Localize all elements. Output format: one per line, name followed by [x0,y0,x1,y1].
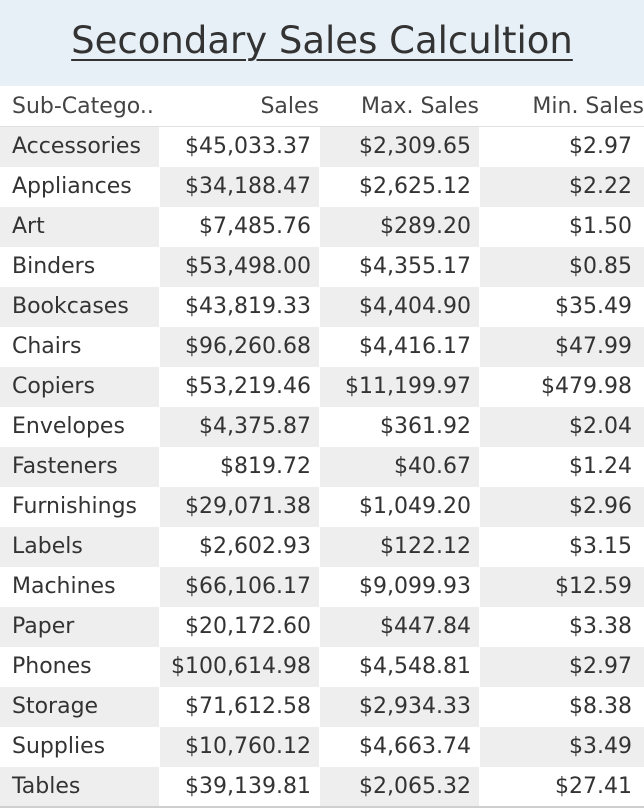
cell-sales[interactable]: $10,760.12 [160,727,319,767]
cell-sub-category[interactable]: Furnishings [12,494,137,519]
table-row: Bookcases $43,819.33 $4,404.90 $35.49 [0,287,644,327]
cell-max-sales[interactable]: $11,199.97 [320,367,479,407]
cell-min-sales[interactable]: $2.97 [480,647,644,687]
cell-sub-category[interactable]: Paper [0,607,159,647]
cell-sub-category[interactable]: Labels [0,527,159,567]
cell-sub-category[interactable]: Bookcases [0,287,159,327]
cell-sub-category[interactable]: Copiers [0,367,159,407]
cell-min-sales[interactable]: $12.59 [480,567,644,607]
cell-sales[interactable]: $4,375.87 [160,407,319,447]
cell-sales[interactable]: $53,219.46 [185,374,311,399]
cell-sales[interactable]: $43,819.33 [185,294,311,319]
cell-sub-category[interactable]: Accessories [0,127,159,167]
cell-sub-category[interactable]: Machines [12,574,116,599]
table-row: Machines $66,106.17 $9,099.93 $12.59 [0,567,644,607]
table-row: Paper $20,172.60 $447.84 $3.38 [0,607,644,647]
table-header-row: Sub-Catego.. Sales Max. Sales Min. Sales [0,86,644,127]
cell-sales[interactable]: $7,485.76 [199,214,311,239]
column-header-sales[interactable]: Sales [260,94,319,119]
cell-min-sales[interactable]: $0.85 [480,247,644,287]
cell-max-sales[interactable]: $2,625.12 [359,174,471,199]
title-bar: Secondary Sales Calcultion [0,0,644,86]
cell-max-sales[interactable]: $4,416.17 [359,334,471,359]
cell-max-sales[interactable]: $289.20 [320,207,479,247]
cell-sub-category[interactable]: Binders [12,254,96,279]
table-row: Appliances $34,188.47 $2,625.12 $2.22 [0,167,644,207]
cell-sales[interactable]: $66,106.17 [160,567,319,607]
cell-min-sales[interactable]: $3.38 [569,614,632,639]
cell-sub-category[interactable]: Appliances [12,174,132,199]
cell-min-sales[interactable]: $8.38 [569,694,632,719]
cell-max-sales[interactable]: $2,309.65 [320,127,479,167]
table-row: Fasteners $819.72 $40.67 $1.24 [0,447,644,487]
cell-min-sales[interactable]: $1.24 [569,454,632,479]
table-row: Phones $100,614.98 $4,548.81 $2.97 [0,647,644,687]
table-row: Chairs $96,260.68 $4,416.17 $47.99 [0,327,644,367]
page-title: Secondary Sales Calcultion [71,19,573,62]
cell-sales[interactable]: $2,602.93 [199,534,311,559]
cell-sub-category[interactable]: Supplies [12,734,106,759]
cell-sales[interactable]: $39,139.81 [185,774,311,799]
cell-min-sales[interactable]: $2.96 [480,487,644,527]
cell-min-sales[interactable]: $2.22 [480,167,644,207]
cell-sales[interactable]: $20,172.60 [185,614,311,639]
cell-min-sales[interactable]: $1.50 [569,214,632,239]
cell-sales[interactable]: $29,071.38 [160,487,319,527]
table-row: Labels $2,602.93 $122.12 $3.15 [0,527,644,567]
cell-min-sales[interactable]: $27.41 [555,774,632,799]
table-row: Binders $53,498.00 $4,355.17 $0.85 [0,247,644,287]
cell-max-sales[interactable]: $2,934.33 [320,687,479,727]
cell-sales[interactable]: $819.72 [220,454,311,479]
cell-max-sales[interactable]: $447.84 [320,607,479,647]
cell-min-sales[interactable]: $35.49 [555,294,632,319]
cell-sales[interactable]: $34,188.47 [160,167,319,207]
cell-sales[interactable]: $45,033.37 [185,134,311,159]
table-row: Supplies $10,760.12 $4,663.74 $3.49 [0,727,644,767]
column-header-max-sales[interactable]: Max. Sales [360,94,479,119]
cell-min-sales[interactable]: $479.98 [541,374,632,399]
table-row: Furnishings $29,071.38 $1,049.20 $2.96 [0,487,644,527]
cell-sub-category[interactable]: Fasteners [0,447,159,487]
table-row: Tables $39,139.81 $2,065.32 $27.41 [0,767,644,807]
column-header-sub-category[interactable]: Sub-Catego.. [12,94,154,119]
cell-sales[interactable]: $100,614.98 [160,647,319,687]
cell-sub-category[interactable]: Phones [12,654,92,679]
cell-min-sales[interactable]: $2.97 [569,134,632,159]
cell-max-sales[interactable]: $1,049.20 [359,494,471,519]
table-row: Copiers $53,219.46 $11,199.97 $479.98 [0,367,644,407]
cell-max-sales[interactable]: $361.92 [380,414,471,439]
cell-min-sales[interactable]: $47.99 [480,327,644,367]
cell-sub-category[interactable]: Art [0,207,159,247]
cell-sub-category[interactable]: Tables [0,767,159,807]
cell-min-sales[interactable]: $3.15 [569,534,632,559]
table-row: Accessories $45,033.37 $2,309.65 $2.97 [0,127,644,167]
cell-max-sales[interactable]: $2,065.32 [320,767,479,807]
cell-max-sales[interactable]: $4,355.17 [359,254,471,279]
cell-max-sales[interactable]: $9,099.93 [359,574,471,599]
table-row: Storage $71,612.58 $2,934.33 $8.38 [0,687,644,727]
table-row: Envelopes $4,375.87 $361.92 $2.04 [0,407,644,447]
cell-sales[interactable]: $96,260.68 [160,327,319,367]
cell-max-sales[interactable]: $4,663.74 [359,734,471,759]
table-row: Art $7,485.76 $289.20 $1.50 [0,207,644,247]
cell-max-sales[interactable]: $4,404.90 [320,287,479,327]
cell-max-sales[interactable]: $4,548.81 [359,654,471,679]
cell-sub-category[interactable]: Envelopes [12,414,125,439]
cell-max-sales[interactable]: $122.12 [320,527,479,567]
cell-sales[interactable]: $71,612.58 [185,694,311,719]
cell-sub-category[interactable]: Chairs [12,334,82,359]
cell-min-sales[interactable]: $3.49 [480,727,644,767]
cell-min-sales[interactable]: $2.04 [480,407,644,447]
table-bottom-border [0,806,644,808]
cell-max-sales[interactable]: $40.67 [320,447,479,487]
cell-sub-category[interactable]: Storage [0,687,159,727]
column-header-min-sales[interactable]: Min. Sales [532,94,644,119]
cell-sales[interactable]: $53,498.00 [160,247,319,287]
